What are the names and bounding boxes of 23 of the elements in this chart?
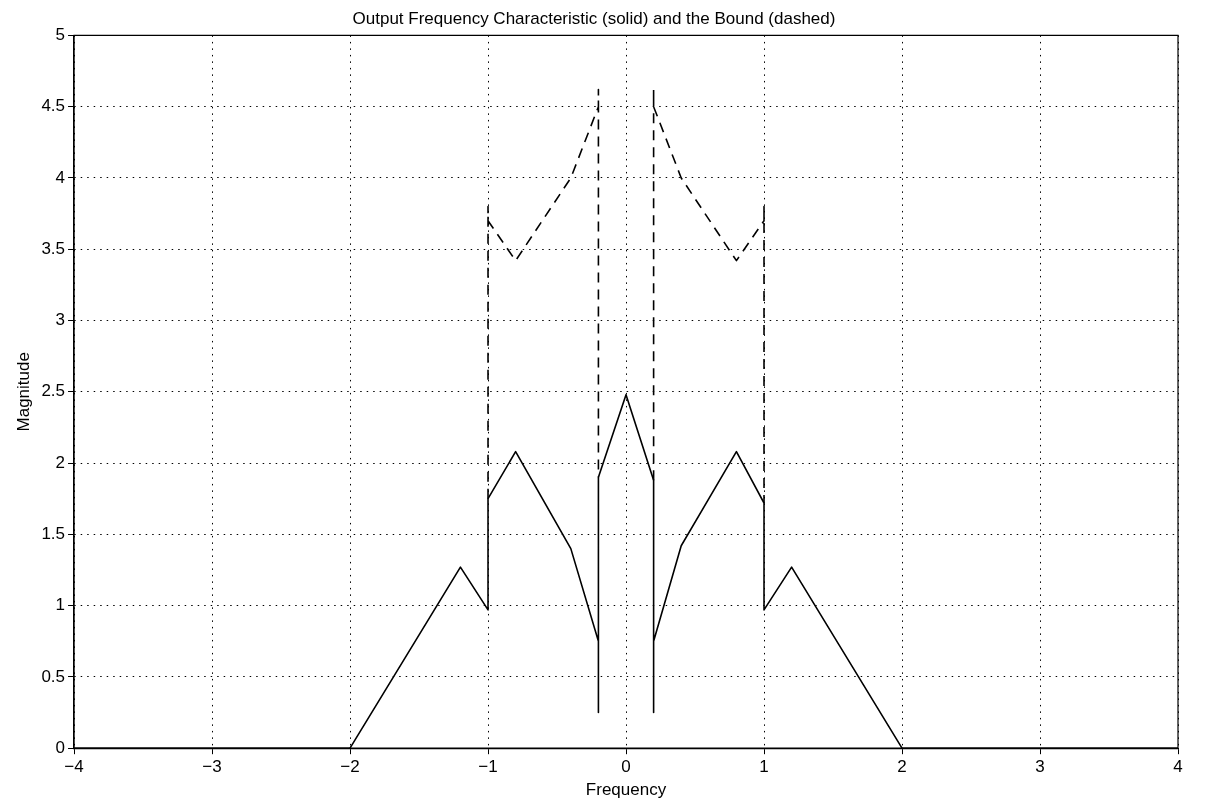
x-tick-label: −4 <box>64 757 84 777</box>
x-axis-title: Frequency <box>585 780 667 800</box>
x-tick-label: 1 <box>759 757 769 777</box>
x-tick-label: 2 <box>897 757 907 777</box>
y-tick-label: 1.5 <box>41 524 66 544</box>
y-tick-label: 0.5 <box>41 666 66 686</box>
x-tick-label: −1 <box>478 757 498 777</box>
y-tick-label: 0 <box>55 737 66 757</box>
y-tick-label: 2.5 <box>41 381 66 401</box>
y-tick-label: 1 <box>55 595 66 615</box>
y-tick-label: 5 <box>55 25 66 45</box>
x-tick-label: 0 <box>621 757 631 777</box>
y-tick-label: 3 <box>55 310 66 330</box>
x-tick-label: 3 <box>1035 757 1045 777</box>
x-tick-label: −2 <box>340 757 360 777</box>
y-axis-title: Magnitude <box>13 352 33 432</box>
y-tick-label: 4 <box>55 167 66 187</box>
chart-title: Output Frequency Characteristic (solid) and the Bound (dashed) <box>352 8 836 28</box>
x-tick-label: −3 <box>202 757 222 777</box>
x-tick-label: 4 <box>1173 757 1183 777</box>
y-tick-label: 2 <box>55 452 66 472</box>
y-tick-label: 3.5 <box>41 238 66 258</box>
y-tick-label: 4.5 <box>41 96 66 116</box>
